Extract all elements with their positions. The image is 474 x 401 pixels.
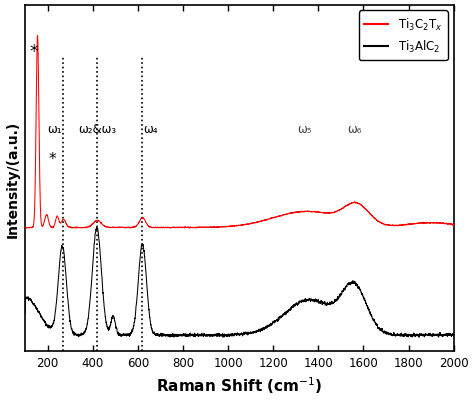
Text: ω₂&ω₃: ω₂&ω₃: [78, 122, 116, 135]
Text: *: *: [49, 151, 56, 166]
Text: ω₄: ω₄: [144, 122, 158, 135]
Text: ω₁: ω₁: [48, 122, 62, 135]
Text: *: *: [29, 43, 38, 61]
Legend: Ti$_3$C$_2$T$_x$, Ti$_3$AlC$_2$: Ti$_3$C$_2$T$_x$, Ti$_3$AlC$_2$: [358, 12, 448, 61]
X-axis label: Raman Shift (cm$^{-1}$): Raman Shift (cm$^{-1}$): [156, 375, 323, 395]
Y-axis label: Intensity/(a.u.): Intensity/(a.u.): [6, 120, 19, 237]
Text: ω₅: ω₅: [298, 122, 312, 135]
Text: ω₆: ω₆: [347, 122, 362, 135]
